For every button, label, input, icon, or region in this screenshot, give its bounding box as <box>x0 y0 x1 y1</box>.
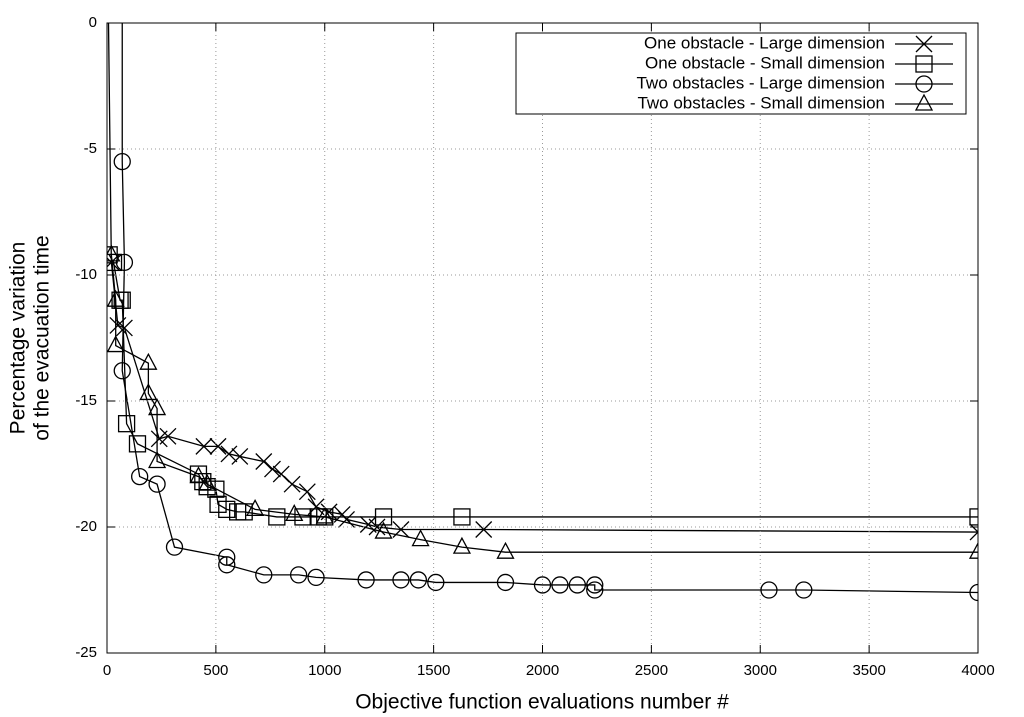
marker <box>315 506 334 524</box>
marker <box>427 573 445 592</box>
marker <box>131 467 149 486</box>
marker <box>914 93 934 111</box>
legend-label: Two obstacles - Small dimension <box>637 93 885 112</box>
x-tick-label: 1500 <box>417 662 450 679</box>
x-tick-label: 500 <box>203 662 228 679</box>
marker <box>107 253 123 272</box>
x-tick-label: 2000 <box>526 662 559 679</box>
x-tick-label: 3500 <box>852 662 885 679</box>
x-tick-label: 1000 <box>308 662 341 679</box>
marker <box>374 521 393 539</box>
marker <box>139 352 158 370</box>
marker <box>915 35 933 53</box>
marker <box>128 435 147 453</box>
marker <box>189 466 208 484</box>
marker <box>231 447 249 465</box>
marker <box>307 568 325 587</box>
marker <box>586 576 604 594</box>
marker <box>218 548 236 566</box>
series-line <box>108 254 978 518</box>
y-tick-label: -15 <box>75 392 97 409</box>
marker <box>551 576 569 594</box>
y-tick-label: -25 <box>75 644 97 661</box>
x-axis-label: Objective function evaluations number # <box>355 691 729 714</box>
marker <box>411 529 430 547</box>
marker <box>968 541 978 559</box>
marker <box>915 75 933 93</box>
marker <box>245 498 265 517</box>
series-line <box>107 23 978 533</box>
legend-label: One obstacle - Small dimension <box>645 53 885 72</box>
marker <box>760 581 778 599</box>
y-tick-label: -5 <box>84 140 97 157</box>
marker <box>496 573 515 592</box>
marker <box>294 508 312 526</box>
marker <box>117 415 136 433</box>
series-line <box>110 254 978 553</box>
marker <box>496 541 515 559</box>
marker <box>969 508 978 526</box>
marker <box>107 289 125 307</box>
marker <box>357 571 375 589</box>
y-tick-label: 0 <box>89 14 97 31</box>
marker <box>165 538 184 556</box>
x-tick-label: 2500 <box>635 662 668 679</box>
marker <box>285 504 304 522</box>
marker <box>147 398 167 416</box>
marker <box>392 571 410 589</box>
marker <box>289 566 308 584</box>
marker <box>209 495 227 513</box>
marker <box>148 475 166 493</box>
marker <box>147 451 167 469</box>
legend-label: One obstacle - Large dimension <box>644 33 885 52</box>
marker <box>107 335 125 353</box>
marker <box>220 445 238 463</box>
marker <box>255 453 273 470</box>
marker <box>298 483 316 501</box>
marker <box>198 478 216 496</box>
marker <box>452 536 472 554</box>
marker <box>218 556 236 574</box>
marker <box>113 152 131 171</box>
marker <box>586 581 604 599</box>
marker <box>969 583 978 602</box>
marker <box>209 437 227 455</box>
marker <box>218 500 236 519</box>
marker <box>255 566 273 584</box>
marker <box>264 460 281 478</box>
marker <box>795 581 813 599</box>
x-tick-label: 0 <box>103 662 111 679</box>
series-line <box>121 23 978 594</box>
plot-border <box>106 22 979 654</box>
y-tick-label: -20 <box>75 518 97 535</box>
marker <box>207 480 225 498</box>
marker <box>568 576 586 594</box>
y-axis-label: of the evacuation time <box>31 235 54 440</box>
marker <box>409 571 428 589</box>
marker <box>115 253 134 272</box>
marker <box>533 576 552 594</box>
legend-label: Two obstacles - Large dimension <box>636 73 885 92</box>
marker <box>113 362 131 380</box>
marker <box>195 437 213 455</box>
marker <box>268 508 286 526</box>
marker <box>338 510 355 528</box>
plot-area <box>107 23 978 602</box>
x-tick-label: 4000 <box>961 662 994 679</box>
marker <box>915 55 933 73</box>
y-axis-label: Percentage variation <box>7 242 30 435</box>
marker <box>198 473 217 491</box>
marker <box>115 319 133 337</box>
marker <box>159 427 177 445</box>
x-tick-label: 3000 <box>744 662 777 679</box>
marker <box>475 521 493 538</box>
legend-box <box>515 32 967 115</box>
marker <box>139 383 158 401</box>
marker <box>283 475 301 493</box>
y-tick-label: -10 <box>75 266 97 283</box>
marker <box>453 508 471 526</box>
marker <box>113 291 131 309</box>
marker <box>374 508 393 526</box>
